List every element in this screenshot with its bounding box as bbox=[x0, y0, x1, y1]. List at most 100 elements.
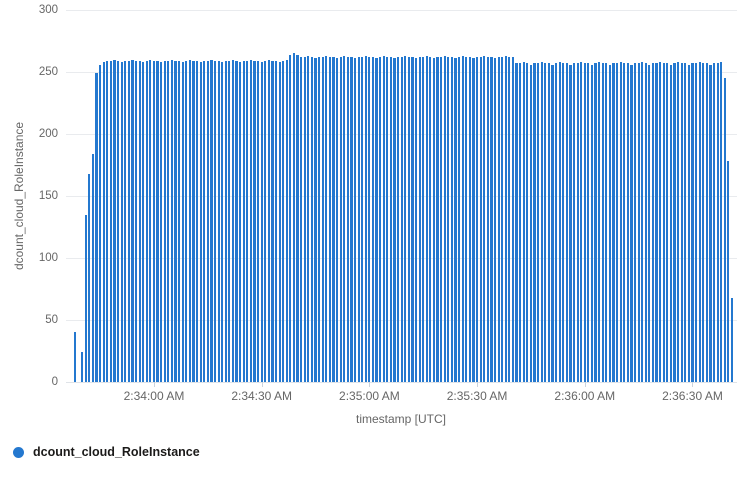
bar[interactable] bbox=[626, 63, 629, 382]
bar[interactable] bbox=[195, 60, 199, 382]
bar[interactable] bbox=[458, 57, 461, 382]
bar[interactable] bbox=[587, 63, 590, 382]
bar[interactable] bbox=[702, 63, 705, 382]
bar[interactable] bbox=[231, 59, 235, 382]
bar[interactable] bbox=[361, 57, 364, 382]
bar[interactable] bbox=[432, 58, 436, 382]
bar[interactable] bbox=[447, 57, 450, 382]
bar[interactable] bbox=[256, 60, 260, 382]
bar[interactable] bbox=[630, 64, 633, 382]
bar[interactable] bbox=[389, 57, 392, 382]
bar[interactable] bbox=[544, 63, 547, 382]
bar[interactable] bbox=[687, 64, 690, 382]
bar[interactable] bbox=[511, 57, 515, 382]
bar[interactable] bbox=[644, 63, 647, 382]
bar[interactable] bbox=[475, 57, 479, 382]
bar[interactable] bbox=[691, 63, 694, 382]
bar[interactable] bbox=[124, 60, 127, 382]
bar[interactable] bbox=[149, 59, 152, 382]
bar[interactable] bbox=[192, 60, 195, 382]
bar[interactable] bbox=[565, 63, 568, 382]
bar[interactable] bbox=[264, 60, 267, 382]
bar[interactable] bbox=[569, 64, 572, 382]
bar[interactable] bbox=[712, 63, 716, 382]
bar[interactable] bbox=[203, 60, 206, 382]
bar[interactable] bbox=[677, 62, 680, 382]
bar[interactable] bbox=[601, 63, 604, 382]
bar[interactable] bbox=[181, 62, 184, 382]
bar[interactable] bbox=[228, 60, 231, 382]
bar[interactable] bbox=[109, 60, 112, 382]
bar[interactable] bbox=[156, 60, 159, 382]
bar[interactable] bbox=[540, 62, 543, 382]
bar[interactable] bbox=[612, 63, 615, 382]
bar[interactable] bbox=[95, 73, 98, 382]
bar[interactable] bbox=[285, 59, 288, 382]
bar[interactable] bbox=[623, 63, 626, 382]
bar[interactable] bbox=[407, 57, 410, 382]
bar[interactable] bbox=[188, 59, 191, 382]
bar[interactable] bbox=[508, 57, 511, 382]
bar[interactable] bbox=[397, 57, 400, 382]
bar[interactable] bbox=[465, 57, 468, 382]
bar[interactable] bbox=[81, 352, 84, 382]
bar[interactable] bbox=[422, 57, 425, 382]
bar[interactable] bbox=[271, 60, 274, 382]
bar[interactable] bbox=[282, 60, 285, 382]
bar[interactable] bbox=[213, 60, 217, 382]
bar[interactable] bbox=[608, 64, 611, 382]
bar[interactable] bbox=[648, 64, 651, 382]
bar[interactable] bbox=[698, 62, 701, 382]
bar[interactable] bbox=[185, 60, 188, 382]
bar[interactable] bbox=[339, 57, 342, 382]
bar[interactable] bbox=[73, 332, 77, 382]
bar[interactable] bbox=[142, 62, 145, 382]
bar[interactable] bbox=[138, 60, 141, 382]
bar[interactable] bbox=[260, 62, 263, 382]
bar[interactable] bbox=[637, 63, 640, 382]
bar[interactable] bbox=[450, 57, 454, 382]
bar[interactable] bbox=[425, 55, 428, 382]
bar[interactable] bbox=[343, 55, 346, 382]
bar[interactable] bbox=[720, 62, 723, 382]
bar[interactable] bbox=[160, 62, 163, 382]
bar[interactable] bbox=[504, 55, 507, 382]
bar[interactable] bbox=[443, 55, 446, 382]
bar[interactable] bbox=[368, 57, 371, 382]
bar[interactable] bbox=[669, 64, 673, 382]
bar[interactable] bbox=[404, 55, 407, 382]
bar[interactable] bbox=[429, 57, 432, 382]
bar[interactable] bbox=[694, 63, 698, 382]
bar[interactable] bbox=[558, 62, 561, 382]
bar[interactable] bbox=[217, 60, 220, 382]
bar[interactable] bbox=[379, 57, 382, 382]
bar[interactable] bbox=[673, 63, 676, 382]
bar[interactable] bbox=[350, 57, 353, 382]
bar[interactable] bbox=[619, 62, 622, 382]
bar[interactable] bbox=[655, 63, 658, 382]
bar[interactable] bbox=[651, 63, 655, 382]
bar[interactable] bbox=[127, 60, 130, 382]
bar[interactable] bbox=[572, 63, 576, 382]
bar[interactable] bbox=[594, 63, 597, 382]
bar[interactable] bbox=[590, 64, 594, 382]
bar[interactable] bbox=[615, 63, 619, 382]
bar[interactable] bbox=[199, 62, 202, 382]
bar[interactable] bbox=[249, 59, 252, 382]
bar[interactable] bbox=[454, 58, 457, 382]
bar[interactable] bbox=[91, 153, 95, 382]
bar[interactable] bbox=[167, 60, 170, 382]
bar[interactable] bbox=[353, 58, 357, 382]
bar[interactable] bbox=[418, 57, 421, 382]
bar[interactable] bbox=[145, 60, 148, 382]
bar[interactable] bbox=[314, 58, 317, 382]
bar[interactable] bbox=[554, 63, 558, 382]
bar[interactable] bbox=[519, 63, 522, 382]
bar[interactable] bbox=[364, 55, 367, 382]
bar[interactable] bbox=[583, 63, 586, 382]
bar[interactable] bbox=[371, 57, 375, 382]
bar[interactable] bbox=[239, 62, 242, 382]
bar[interactable] bbox=[705, 63, 708, 382]
bar[interactable] bbox=[84, 214, 87, 382]
bar[interactable] bbox=[170, 59, 174, 382]
